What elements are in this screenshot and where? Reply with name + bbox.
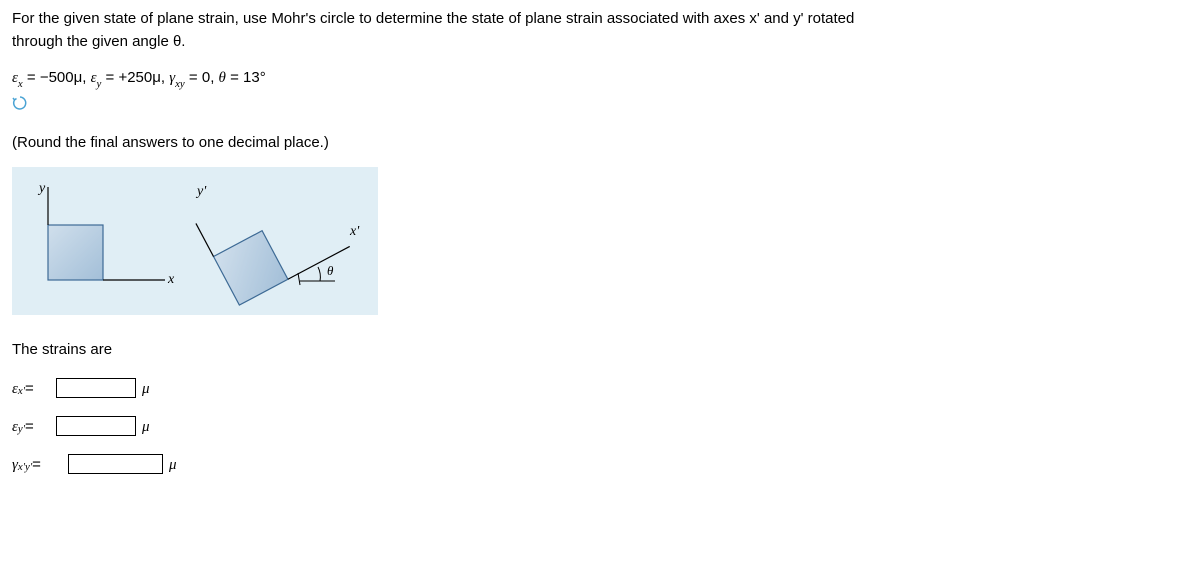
eq-sep-3: = [189, 69, 202, 86]
parameters-line: εx = −500μ, εy = +250μ, γxy = 0, θ = 13° [12, 69, 1188, 89]
theta-symbol: θ [219, 70, 226, 86]
sub-xp: x' [18, 385, 25, 397]
x-axis-label: x [167, 272, 175, 287]
theta-label: θ [327, 263, 334, 278]
epsilon-y-symbol: ε [91, 70, 97, 86]
eq-eyp: = [25, 418, 34, 435]
ex-value: −500μ [40, 69, 82, 86]
sub-y: y [97, 78, 102, 90]
xprime-axis-label: x' [349, 224, 360, 239]
unit-gxy: μ [169, 457, 177, 474]
problem-line1: For the given state of plane strain, use… [12, 10, 854, 27]
sub-x: x [18, 78, 23, 90]
eq-gxy: = [32, 456, 41, 473]
gxy-prime-input[interactable] [68, 454, 163, 474]
problem-line2: through the given angle θ. [12, 33, 185, 50]
comma-3: , [210, 69, 218, 86]
eq-sep-2: = [106, 69, 119, 86]
gxy-prime-row: γx'y' = μ [12, 454, 1188, 474]
rounding-instruction: (Round the final answers to one decimal … [12, 134, 1188, 151]
reset-icon [12, 95, 28, 111]
comma-1: , [82, 69, 90, 86]
ex-prime-row: εx' = μ [12, 378, 1188, 398]
eq-exp: = [25, 380, 34, 397]
ey-prime-input[interactable] [56, 416, 136, 436]
unit-exp: μ [142, 381, 150, 398]
sub-xy: xy [175, 78, 185, 90]
eq-sep-4: = [230, 69, 243, 86]
yprime-axis-label: y' [195, 184, 207, 199]
theta-value: 13° [243, 69, 266, 86]
y-axis-label: y [37, 181, 46, 196]
ey-value: +250μ [118, 69, 160, 86]
sub-yp: y' [18, 423, 25, 435]
results-intro: The strains are [12, 341, 1188, 358]
gxy-value: 0 [202, 69, 210, 86]
ey-prime-row: εy' = μ [12, 416, 1188, 436]
eq-sep-1: = [27, 69, 40, 86]
sub-xpyp: x'y' [18, 461, 32, 473]
ex-prime-input[interactable] [56, 378, 136, 398]
reset-button[interactable] [12, 95, 28, 116]
right-element: y' x' θ [195, 175, 360, 305]
strain-diagram: y x y' x' θ [20, 175, 370, 307]
left-element: y x [37, 181, 175, 287]
diagram-panel: y x y' x' θ [12, 167, 378, 315]
comma-2: , [161, 69, 169, 86]
unit-eyp: μ [142, 419, 150, 436]
problem-statement: For the given state of plane strain, use… [12, 8, 1188, 53]
